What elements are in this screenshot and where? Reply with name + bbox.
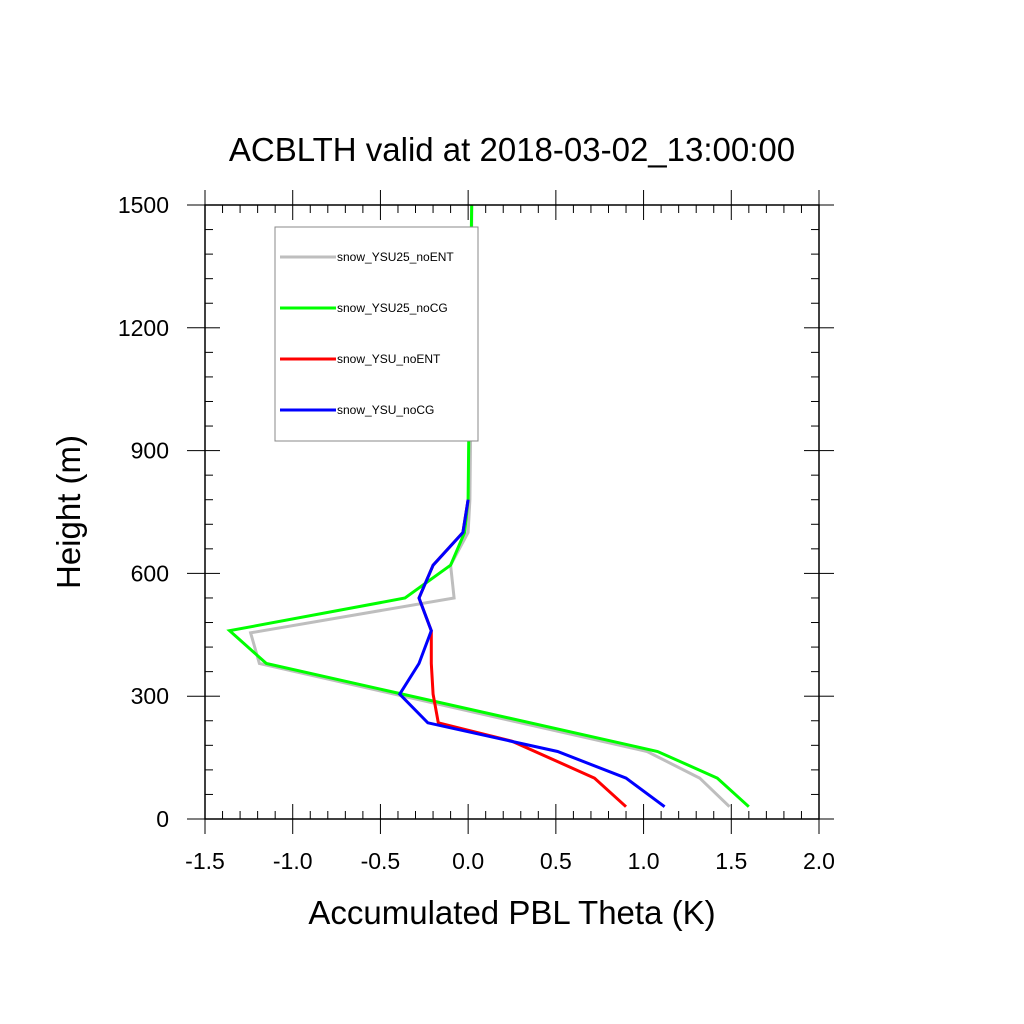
axis-ticks: -1.5 -1.0 -0.5 0.0 0.5 1.0 1.5 2.0 0 300 600 900 120… [118,190,835,874]
x-tick-label: -0.5 [361,848,401,874]
x-tick-label: -1.5 [185,848,225,874]
legend-box [274,226,479,442]
x-tick-label: -1.0 [273,848,313,874]
x-tick-label: 0.5 [540,848,572,874]
series-line-snow_YSU_noCG [397,499,666,808]
legend: snow_YSU25_noENT snow_YSU25_noCG snow_YSU_… [274,226,479,442]
x-tick-label: 2.0 [803,848,835,874]
chart-title: ACBLTH valid at 2018-03-02_13:00:00 [229,131,795,168]
series-line-snow_YSU25_noCG [226,204,750,808]
x-tick-label: 1.5 [715,848,747,874]
x-axis-label: Accumulated PBL Theta (K) [308,894,715,931]
x-tick-label: 1.0 [628,848,660,874]
plot-frame [204,204,820,820]
series-layer [226,204,750,808]
y-tick-label: 900 [131,438,169,464]
y-tick-label: 600 [131,560,169,586]
y-axis-label: Height (m) [50,435,87,589]
legend-label: snow_YSU25_noENT [337,250,454,264]
y-tick-label: 1500 [118,192,169,218]
y-tick-label: 0 [156,806,169,832]
y-tick-label: 1200 [118,315,169,341]
legend-label: snow_YSU_noENT [337,352,441,366]
y-tick-label: 300 [131,683,169,709]
legend-label: snow_YSU25_noCG [337,301,448,315]
x-tick-label: 0.0 [452,848,484,874]
series-line-snow_YSU25_noENT [248,205,731,808]
legend-label: snow_YSU_noCG [337,403,434,417]
